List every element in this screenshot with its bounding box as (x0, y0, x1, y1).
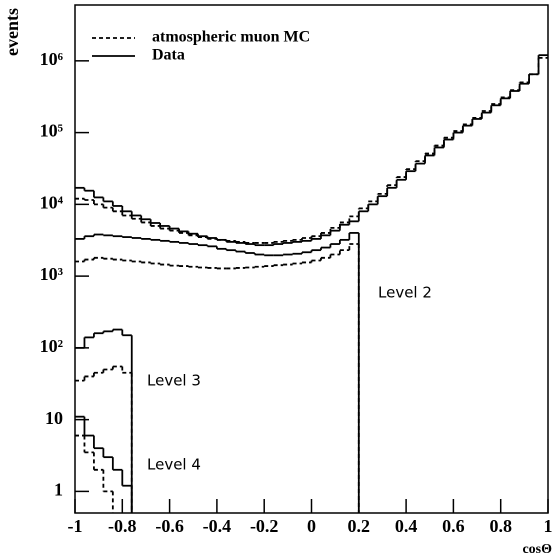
legend-label: Data (152, 47, 185, 64)
x-tick-label: 0 (307, 516, 316, 536)
x-tick-label: -0.2 (250, 516, 279, 536)
y-tick-label: 10⁴ (40, 192, 64, 212)
x-tick-label: -1 (68, 516, 83, 536)
x-tick-label: -0.8 (108, 516, 137, 536)
level-label: Level 3 (147, 372, 201, 390)
plot-area (75, 54, 548, 513)
y-tick-label: 1 (54, 480, 63, 500)
level-label: Level 2 (378, 284, 432, 302)
y-tick-label: 10⁵ (40, 121, 64, 141)
y-tick-label: 10⁶ (40, 49, 64, 69)
x-tick-label: -0.4 (203, 516, 232, 536)
x-tick-label: 0.6 (442, 516, 465, 536)
x-axis-label: cosΘ (522, 542, 552, 557)
x-tick-label: 1 (544, 516, 553, 536)
plot-frame (74, 4, 549, 514)
y-tick-label: 10 (45, 408, 63, 428)
x-tick-label: 0.4 (395, 516, 418, 536)
legend-label: atmospheric muon MC (152, 29, 310, 46)
x-tick-label: 0.2 (348, 516, 371, 536)
x-tick-label: 0.8 (489, 516, 512, 536)
y-axis-label: events (2, 8, 22, 56)
level-label: Level 4 (147, 456, 201, 474)
x-tick-label: -0.6 (155, 516, 184, 536)
y-tick-label: 10² (40, 336, 63, 356)
y-tick-label: 10³ (40, 264, 64, 284)
